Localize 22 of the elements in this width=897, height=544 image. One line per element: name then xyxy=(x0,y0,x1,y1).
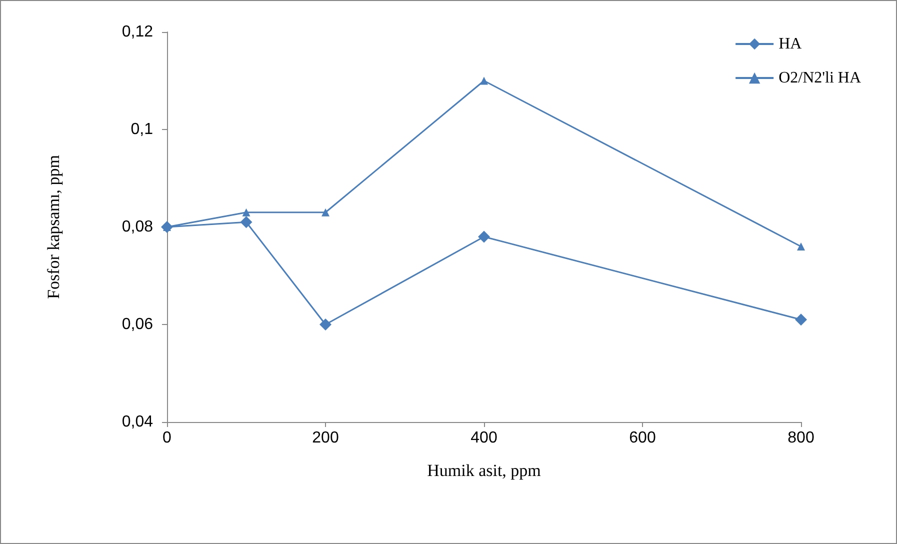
legend-label: HA xyxy=(778,36,802,52)
point xyxy=(322,208,330,216)
y-tick-label: 0,04 xyxy=(122,414,154,430)
point xyxy=(320,318,332,330)
y-tick-label: 0,12 xyxy=(122,24,154,40)
x-tick-label: 600 xyxy=(629,430,656,446)
x-tick-label: 200 xyxy=(312,430,339,446)
point xyxy=(242,208,250,216)
y-axis-title: Fosfor kapsamı, ppm xyxy=(44,154,63,300)
point xyxy=(795,314,807,326)
y-tick-label: 0,06 xyxy=(122,316,154,333)
point xyxy=(240,216,252,228)
x-tick-label: 400 xyxy=(470,430,498,446)
x-tick-label: 0 xyxy=(162,430,172,446)
x-tick-label: 800 xyxy=(788,430,814,446)
point xyxy=(797,242,805,250)
point xyxy=(480,76,488,85)
legend-label: O2/N2'li HA xyxy=(778,70,862,86)
y-tick-label: 0,08 xyxy=(122,218,154,236)
y-tick-label: 0,1 xyxy=(130,121,154,138)
point xyxy=(478,230,490,243)
x-axis-title: Humik asit, ppm xyxy=(427,461,541,480)
